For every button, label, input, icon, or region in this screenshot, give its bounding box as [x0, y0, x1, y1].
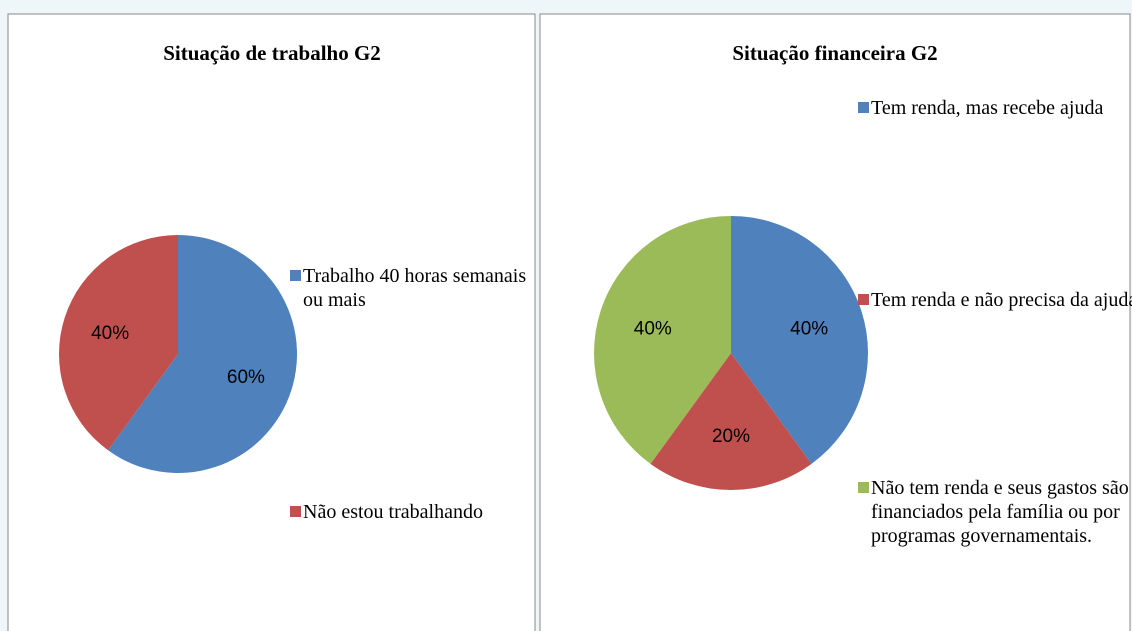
- data-label: 40%: [790, 319, 828, 340]
- pie-slice: [59, 235, 178, 451]
- legend-label: Tem renda, mas recebe ajuda: [871, 97, 1104, 119]
- pie-slice: [594, 216, 731, 464]
- legend-label: Não estou trabalhando: [303, 501, 483, 523]
- data-label: 40%: [634, 319, 672, 340]
- pie-slice: [731, 216, 868, 464]
- legend-swatch: [290, 270, 301, 281]
- legend-label: Não tem renda e seus gastos são financia…: [871, 477, 1129, 547]
- pie-slice: [108, 235, 297, 474]
- legend-label: Trabalho 40 horas semanais ou mais: [303, 265, 527, 311]
- legend-swatch: [858, 102, 869, 113]
- data-label: 20%: [712, 426, 750, 447]
- data-label: 60%: [227, 367, 265, 388]
- data-label: 40%: [91, 323, 129, 344]
- legend-swatch: [858, 482, 869, 493]
- legend-swatch: [858, 294, 869, 305]
- legend-swatch: [290, 506, 301, 517]
- chart-title: Situação financeira G2: [732, 41, 937, 65]
- pie-slice: [650, 353, 812, 490]
- legend-label: Tem renda e não precisa da ajuda: [871, 289, 1132, 311]
- chart-title: Situação de trabalho G2: [163, 41, 381, 65]
